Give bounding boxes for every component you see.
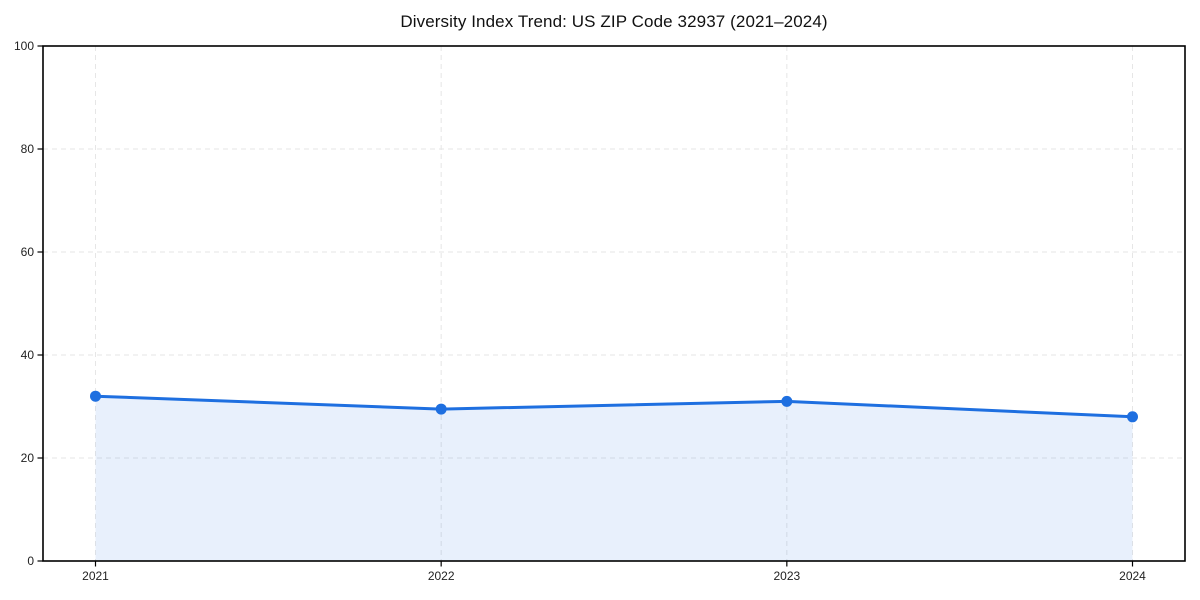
x-tick-label: 2022 bbox=[428, 569, 455, 583]
data-point bbox=[90, 390, 101, 402]
plot-border bbox=[42, 45, 1186, 562]
y-tick-label: 40 bbox=[21, 348, 35, 362]
x-tick-label: 2021 bbox=[82, 569, 109, 583]
y-tick-label: 0 bbox=[27, 554, 34, 568]
y-tick-label: 20 bbox=[21, 451, 35, 465]
x-tick-label: 2023 bbox=[773, 569, 800, 583]
x-tick-label: 2024 bbox=[1119, 569, 1146, 583]
chart-title: Diversity Index Trend: US ZIP Code 32937… bbox=[400, 12, 828, 31]
y-tick-label: 100 bbox=[14, 39, 34, 53]
data-point bbox=[781, 395, 793, 407]
y-tick-label: 80 bbox=[21, 142, 35, 156]
area-fill bbox=[95, 396, 1133, 561]
y-tick-label: 60 bbox=[21, 245, 35, 259]
data-point bbox=[1127, 411, 1138, 423]
data-point bbox=[435, 403, 447, 415]
trend-line bbox=[94, 394, 1134, 419]
